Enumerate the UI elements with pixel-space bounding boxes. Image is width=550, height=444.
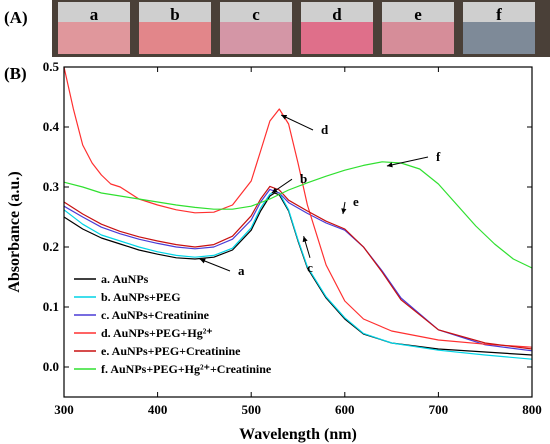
- legend-label-e: e. AuNPs+PEG+Creatinine: [101, 344, 241, 358]
- y-tick-label: 0.0: [43, 359, 59, 374]
- vial-label: a: [90, 5, 99, 24]
- y-tick-label: 0.2: [43, 239, 59, 254]
- annotation-b-label: b: [300, 171, 307, 186]
- vial-label: c: [252, 5, 260, 24]
- vial-solution: [301, 22, 373, 54]
- panel-b-label: (B): [4, 64, 27, 83]
- y-axis-label: Absorbance (a.u.): [6, 171, 23, 292]
- y-tick-label: 0.3: [43, 179, 60, 194]
- plot-area: 300 400 500 600 700 800 0.0 0.1 0.2 0.3 0.4 0.5 a b c…: [43, 59, 542, 417]
- series-c-line: [63, 188, 533, 352]
- legend: a. AuNPs b. AuNPs+PEG c. AuNPs+Creatinine d…: [74, 272, 272, 376]
- annotations: a b c d e f: [199, 114, 441, 278]
- annotation-f-label: f: [436, 149, 441, 164]
- vials: a b c d e f: [58, 2, 535, 54]
- annotation-d-arrowhead: [281, 114, 288, 120]
- vial-f: f: [463, 2, 535, 54]
- annotation-f-arrow: [386, 156, 429, 167]
- legend-label-f: f. AuNPs+PEG+Hg²⁺+Creatinine: [101, 362, 272, 376]
- vial-label: f: [496, 5, 502, 24]
- vial-solution: [220, 22, 292, 54]
- legend-label-c: c. AuNPs+Creatinine: [101, 308, 210, 322]
- x-tick-label: 600: [335, 402, 355, 417]
- x-tick-label: 400: [148, 402, 168, 417]
- series-f-line: [63, 161, 533, 269]
- vial-a: a: [58, 2, 130, 54]
- vial-solution: [382, 22, 454, 54]
- x-tick-label: 800: [522, 402, 542, 417]
- annotation-e-arrowhead: [341, 208, 347, 214]
- vial-label: e: [414, 5, 422, 24]
- vial-solution: [463, 22, 535, 54]
- x-axis-label: Wavelength (nm): [239, 426, 357, 443]
- annotation-a-arrowhead: [199, 258, 206, 264]
- vial-label: d: [332, 5, 342, 24]
- vial-label: b: [170, 5, 179, 24]
- series-b-line: [63, 190, 533, 360]
- annotation-c-label: c: [307, 260, 313, 275]
- legend-label-a: a. AuNPs: [101, 272, 149, 286]
- annotation-a-arrow: [199, 258, 231, 272]
- vial-solution: [58, 22, 130, 54]
- panel-a-label: (A): [4, 8, 28, 27]
- annotation-e-label: e: [353, 194, 359, 209]
- x-tick-label: 500: [241, 402, 261, 417]
- annotation-c-arrowhead: [302, 236, 308, 243]
- y-tick-label: 0.5: [43, 59, 60, 74]
- vial-d: d: [301, 2, 373, 54]
- annotation-d-arrow: [280, 114, 314, 131]
- annotation-b-arrowhead: [271, 187, 278, 193]
- y-tick-label: 0.1: [43, 299, 59, 314]
- vial-e: e: [382, 2, 454, 54]
- plot-frame: [63, 66, 533, 398]
- series-d-line: [63, 66, 533, 348]
- vial-c: c: [220, 2, 292, 54]
- legend-label-d: d. AuNPs+PEG+Hg²⁺: [101, 326, 213, 340]
- x-tick-label: 300: [54, 402, 74, 417]
- x-tick-label: 700: [429, 402, 449, 417]
- vial-b: b: [139, 2, 211, 54]
- series-e-line: [63, 185, 533, 350]
- vial-solution: [139, 22, 211, 54]
- y-tick-label: 0.4: [43, 119, 60, 134]
- series-lines: [63, 66, 533, 360]
- annotation-d-label: d: [321, 122, 329, 137]
- annotation-a-label: a: [238, 263, 245, 278]
- annotation-f-arrowhead: [386, 162, 393, 168]
- legend-label-b: b. AuNPs+PEG: [101, 290, 181, 304]
- axis-ticks: 300 400 500 600 700 800 0.0 0.1 0.2 0.3 0.4 0.5: [43, 59, 542, 417]
